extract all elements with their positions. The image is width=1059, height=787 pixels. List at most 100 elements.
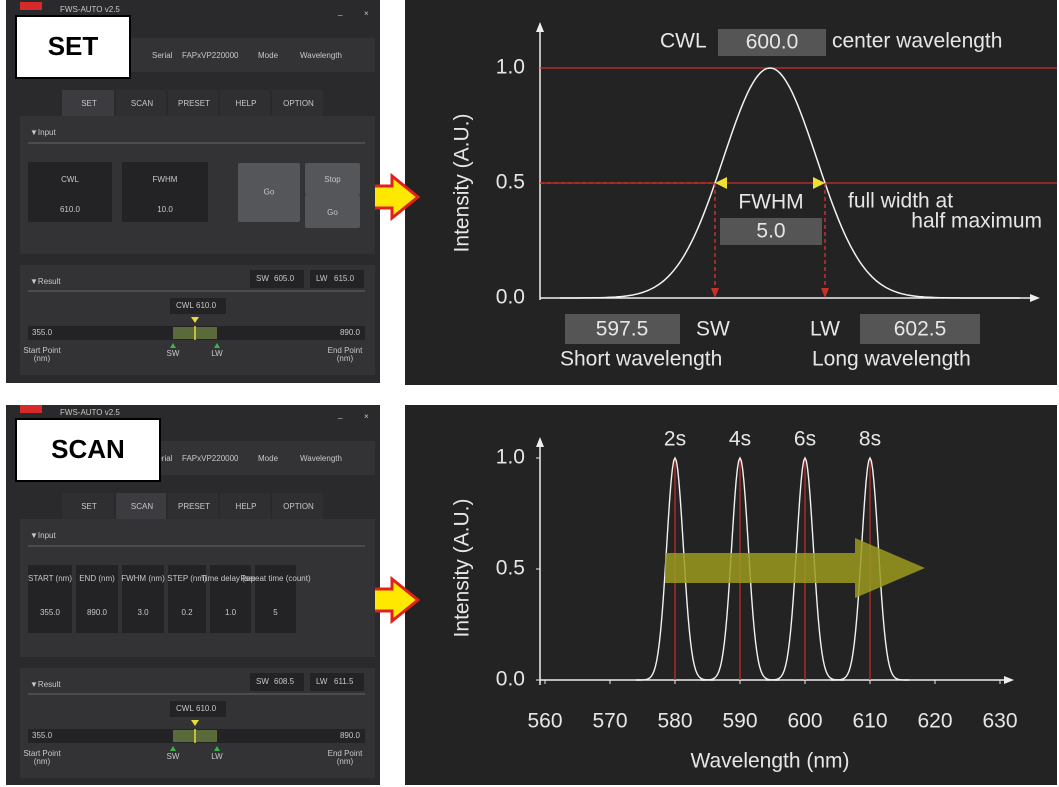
mode-label-box [15, 15, 131, 79]
sw-marker-label: SW [167, 752, 180, 761]
button-label[interactable]: Go [327, 208, 338, 217]
start-label: Start Point [23, 346, 61, 355]
serial-label: Serial [152, 51, 173, 60]
fwhm-label: FWHM [738, 191, 803, 214]
field-value: 355.0 [40, 608, 61, 617]
tab[interactable] [62, 90, 114, 116]
cwl-box [170, 298, 226, 314]
x-tick-label: 600 [787, 710, 822, 733]
lw-value: 615.0 [334, 274, 355, 283]
cwl-value: 600.0 [746, 31, 799, 54]
tab[interactable] [272, 493, 323, 519]
close: × [364, 9, 369, 18]
fwhm-desc: full width at [848, 190, 953, 213]
button-label[interactable]: Stop [324, 175, 341, 184]
button[interactable] [305, 198, 360, 228]
cwl-label: CWL [660, 30, 707, 53]
mode-label-box [15, 418, 161, 482]
mode-label: Mode [258, 51, 279, 60]
start-label: Start Point [23, 749, 61, 758]
x-tick-label: 630 [982, 710, 1017, 733]
tab[interactable] [168, 90, 218, 116]
tab-label[interactable]: OPTION [283, 99, 314, 108]
field-box [28, 565, 72, 633]
lw-marker-label: LW [211, 752, 223, 761]
y-tick-label: 1.0 [496, 446, 525, 469]
tab-label[interactable]: HELP [236, 99, 257, 108]
cwl-box [170, 701, 226, 717]
cwl-desc: center wavelength [832, 30, 1002, 53]
y-tick-label: 0.0 [496, 286, 525, 309]
field-value: 3.0 [137, 608, 149, 617]
tab-label[interactable]: PRESET [178, 502, 210, 511]
peak-curve [701, 456, 779, 681]
field-box [255, 565, 296, 633]
tab[interactable] [272, 90, 323, 116]
tab-label[interactable]: HELP [236, 502, 257, 511]
x-tick-label: 590 [722, 710, 757, 733]
tab[interactable] [220, 493, 270, 519]
tab[interactable] [62, 493, 114, 519]
y-tick-label: 1.0 [496, 56, 525, 79]
field-label: FWHM [153, 175, 178, 184]
input-header: ▼Input [30, 128, 56, 137]
x-tick-label: 610 [852, 710, 887, 733]
result-header: ▼Result [30, 277, 61, 286]
tab-label[interactable]: OPTION [283, 502, 314, 511]
end-value: 890.0 [340, 731, 361, 740]
tab-label[interactable]: SET [81, 502, 97, 511]
tab[interactable] [116, 90, 166, 116]
button[interactable] [238, 163, 300, 222]
fwhm-desc: half maximum [911, 210, 1042, 233]
tab[interactable] [116, 493, 166, 519]
field-box [76, 565, 118, 633]
lw-label: LW [316, 677, 328, 686]
field-value: 890.0 [87, 608, 108, 617]
button-label[interactable]: Go [264, 188, 275, 197]
lw-value: 611.5 [334, 677, 354, 686]
cwl-marker [191, 317, 199, 323]
arrowhead [821, 288, 829, 298]
sw-marker-label: SW [167, 349, 180, 358]
peak-curve [636, 456, 714, 681]
tab-label[interactable]: SET [81, 99, 97, 108]
y-tick-label: 0.5 [496, 557, 525, 580]
end-label: End Point [328, 346, 363, 355]
tab[interactable] [168, 493, 218, 519]
fwhm-arrow [813, 177, 825, 189]
logo [20, 2, 42, 10]
logo [20, 405, 42, 413]
field-box [122, 162, 208, 222]
close: × [364, 412, 369, 421]
arrow [370, 172, 421, 222]
sw-desc: Short wavelength [560, 348, 722, 371]
tab[interactable] [220, 90, 270, 116]
button[interactable] [305, 165, 360, 195]
field-box [28, 162, 112, 222]
tab-label[interactable]: SCAN [131, 502, 153, 511]
axis-arrow [1004, 676, 1014, 684]
lw-value: 602.5 [894, 318, 947, 341]
cwl-marker [191, 720, 199, 726]
scan-direction-arrow [665, 538, 925, 598]
fwhm-value: 5.0 [756, 220, 785, 243]
start-value: 355.0 [32, 328, 53, 337]
mode-label: Mode [258, 454, 279, 463]
range-marker [170, 746, 176, 751]
field-box [210, 565, 251, 633]
axis-arrow [536, 437, 544, 447]
unit: (nm) [337, 757, 354, 766]
tab-label[interactable]: PRESET [178, 99, 210, 108]
tab-label[interactable]: SCAN [131, 99, 153, 108]
window-title: FWS-AUTO v2.5 [60, 408, 120, 417]
x-tick-label: 570 [592, 710, 627, 733]
serial: FAPxVP220000 [182, 454, 239, 463]
arrow [370, 575, 421, 625]
peak-label: 4s [729, 428, 751, 451]
fwhm-arrow [715, 177, 727, 189]
unit: (nm) [34, 757, 51, 766]
sw-value: 597.5 [596, 318, 649, 341]
cwl-value: 610.0 [196, 704, 217, 713]
value-box [720, 218, 822, 245]
